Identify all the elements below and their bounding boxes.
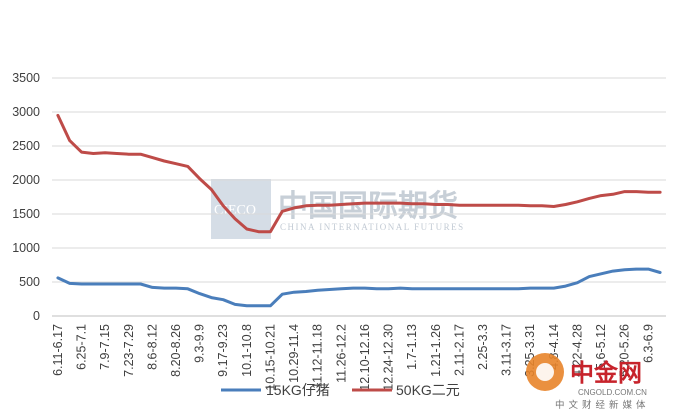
x-tick-label: 7.9-7.15	[98, 324, 112, 370]
cief-watermark: CIECO 中国国际期货 CHINA INTERNATIONAL FUTURES	[211, 179, 465, 239]
x-tick-label: 8.6-8.12	[145, 324, 159, 370]
x-tick-label: 1.7-1.13	[405, 324, 419, 370]
cief-english-name: CHINA INTERNATIONAL FUTURES	[280, 222, 465, 232]
x-tick-label: 9.17-9.23	[216, 324, 230, 377]
x-tick-label: 10.29-11.4	[287, 324, 301, 383]
x-tick-label: 6.25-7.1	[75, 324, 89, 370]
cngold-tagline: 中文财经新媒体	[555, 399, 650, 411]
y-tick-label: 1000	[12, 241, 40, 255]
y-tick-label: 0	[33, 309, 40, 323]
cngold-url: CNGOLD.COM.CN	[578, 388, 647, 397]
series-lines	[56, 113, 662, 308]
x-tick-label: 11.26-12.2	[334, 324, 348, 383]
y-tick-label: 2500	[12, 139, 40, 153]
x-tick-label: 7.23-7.29	[122, 324, 136, 377]
x-tick-label: 2.11-2.17	[452, 324, 466, 376]
y-tick-label: 3000	[12, 105, 40, 119]
cief-logo-text: CIECO	[214, 203, 256, 218]
cngold-logo-inner	[536, 363, 554, 381]
x-tick-label: 5.6-5.12	[594, 324, 608, 370]
x-tick-label: 10.1-10.8	[240, 324, 254, 377]
y-tick-label: 3500	[12, 71, 40, 85]
y-tick-label: 1500	[12, 207, 40, 221]
y-tick-label: 500	[19, 275, 40, 289]
x-tick-label: 10.15-10.21	[263, 324, 277, 391]
x-tick-label: 11.12-11.18	[311, 324, 325, 389]
x-tick-label: 6.11-6.17	[51, 324, 65, 376]
legend: 15KG仔猪 50KG二元	[221, 382, 460, 398]
x-tick-label: 2.25-3.3	[476, 324, 490, 370]
legend-label-hog: 50KG二元	[396, 382, 460, 398]
x-tick-label: 8.20-8.26	[169, 324, 183, 377]
x-tick-label: 12.10-12.16	[358, 324, 372, 391]
x-tick-label: 3.11-3.17	[500, 324, 514, 376]
gridlines	[52, 77, 666, 283]
legend-label-piglet: 15KG仔猪	[266, 382, 330, 398]
x-tick-label: 1.21-1.26	[429, 324, 443, 377]
cngold-watermark: 中金网 CNGOLD.COM.CN 中文财经新媒体	[526, 353, 650, 411]
cief-logo-block	[211, 179, 271, 239]
series-line-0	[56, 267, 662, 308]
x-tick-label: 4.22-4.28	[570, 324, 584, 377]
x-tick-label: 9.3-9.9	[193, 324, 207, 363]
series-line-1	[56, 113, 662, 234]
cngold-chinese-name: 中金网	[570, 359, 642, 387]
x-tick-label: 6.3-6.9	[641, 324, 655, 363]
y-axis-ticks: 0 500 1000 1500 2000 2500 3000 3500	[12, 71, 40, 323]
x-tick-label: 12.24-12.30	[382, 324, 396, 391]
x-axis-ticks: 6.11-6.17 6.25-7.1 7.9-7.15 7.23-7.29 8.6-8.…	[51, 324, 655, 391]
x-tick-label: 5.20-5.26	[618, 324, 632, 377]
y-tick-label: 2000	[12, 173, 40, 187]
